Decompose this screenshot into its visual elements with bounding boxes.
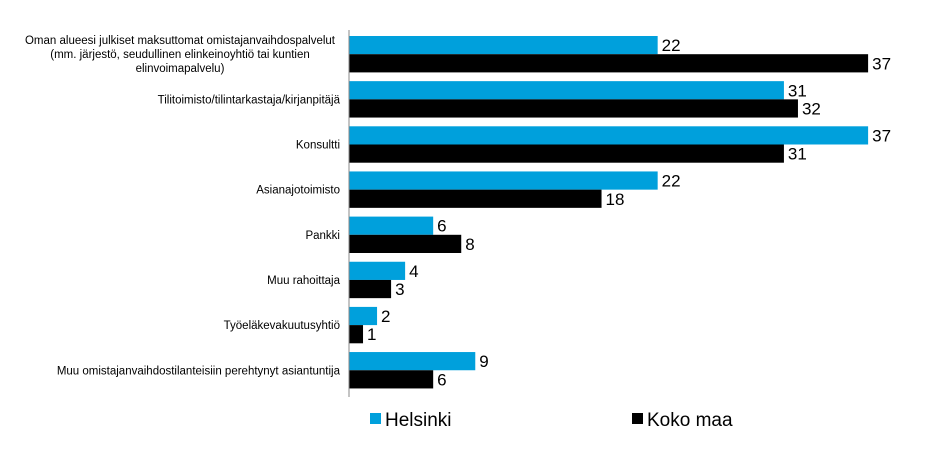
bar-helsinki — [349, 306, 378, 326]
data-label: 3 — [395, 280, 404, 299]
category-label: Konsultti — [296, 140, 340, 152]
category-label: Työeläkevakuutusyhtiö — [224, 320, 340, 332]
bar-koko-maa — [349, 279, 392, 299]
bar-koko-maa — [349, 234, 462, 253]
data-label: 37 — [872, 54, 891, 73]
category-label: (mm. järjestö, seudullinen elinkeinoyhti… — [50, 49, 310, 61]
bar-helsinki — [349, 171, 658, 190]
data-label: 2 — [381, 307, 390, 326]
bar-helsinki — [349, 81, 784, 100]
category-label: Muu rahoittaja — [267, 275, 340, 287]
bar-koko-maa — [349, 370, 434, 389]
data-label: 4 — [409, 262, 418, 281]
legend-label: Helsinki — [385, 410, 452, 431]
category-label: Tilitoimisto/tilintarkastaja/kirjanpitäj… — [158, 94, 341, 106]
data-label: 8 — [465, 235, 474, 254]
data-label: 9 — [479, 352, 488, 371]
category-label: Muu omistajanvaihdostilanteisiin perehty… — [57, 365, 341, 377]
data-label: 6 — [437, 217, 446, 236]
bar-helsinki — [349, 216, 434, 235]
data-label: 22 — [662, 36, 681, 55]
legend-label: Koko maa — [647, 410, 733, 431]
bar-helsinki — [349, 126, 869, 145]
bar-helsinki — [349, 36, 658, 55]
bar-koko-maa — [349, 325, 364, 344]
data-label: 32 — [802, 99, 821, 118]
bar-helsinki — [349, 352, 476, 371]
bar-helsinki — [349, 261, 406, 280]
category-label: elinvoimapalvelu) — [136, 63, 225, 75]
bar-koko-maa — [349, 54, 869, 73]
data-label: 31 — [788, 145, 807, 164]
legend-swatch — [632, 413, 643, 424]
category-label: Oman alueesi julkiset maksuttomat omista… — [25, 35, 336, 47]
data-label: 18 — [606, 190, 625, 209]
bar-koko-maa — [349, 99, 798, 118]
category-label: Asianajotoimisto — [256, 185, 340, 197]
legend-swatch — [370, 413, 381, 424]
bar-koko-maa — [349, 144, 784, 163]
data-label: 22 — [662, 172, 681, 191]
data-label: 31 — [788, 81, 807, 100]
data-label: 6 — [437, 370, 446, 389]
category-label: Pankki — [305, 230, 340, 242]
data-label: 37 — [872, 126, 891, 145]
data-label: 1 — [367, 325, 376, 344]
bar-koko-maa — [349, 189, 602, 208]
